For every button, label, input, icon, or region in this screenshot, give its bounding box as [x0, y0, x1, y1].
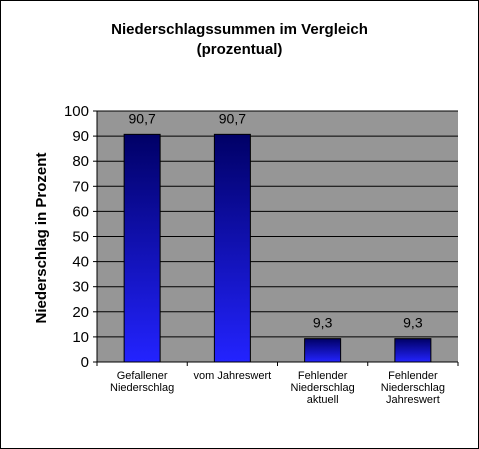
x-tick-label: Jahreswert [386, 394, 440, 406]
x-tick-label: Niederschlag [381, 382, 445, 394]
x-tick-label: aktuell [307, 394, 339, 406]
x-tick-label: Fehlender [298, 370, 348, 382]
x-tick-label: Fehlender [388, 370, 438, 382]
y-tick-label: 90 [72, 128, 89, 145]
y-tick-label: 50 [72, 229, 89, 246]
data-label: 90,7 [129, 110, 156, 126]
data-label: 9,3 [403, 315, 423, 331]
x-tick-label: vom Jahreswert [194, 370, 272, 382]
x-tick-label: Niederschlag [291, 382, 355, 394]
y-tick-label: 80 [72, 153, 89, 170]
chart-title: Niederschlagssummen im Vergleich [111, 21, 368, 38]
bar [304, 338, 342, 363]
bar [394, 338, 432, 363]
data-label: 9,3 [313, 315, 333, 331]
chart-subtitle: (prozentual) [196, 41, 283, 58]
y-tick-label: 70 [72, 178, 89, 195]
y-axis-label: Niederschlag in Prozent [33, 153, 50, 324]
data-label: 90,7 [219, 110, 246, 126]
y-tick-label: 100 [64, 103, 89, 120]
y-tick-label: 20 [72, 304, 89, 321]
y-tick-label: 40 [72, 254, 89, 271]
y-tick-label: 60 [72, 203, 89, 220]
x-tick-label: Gefallener [117, 370, 168, 382]
x-tick-label: Niederschlag [110, 382, 174, 394]
y-tick-label: 10 [72, 329, 89, 346]
y-tick-label: 30 [72, 279, 89, 296]
y-tick-label: 0 [81, 354, 89, 371]
bar [213, 133, 251, 363]
bar [123, 133, 161, 363]
